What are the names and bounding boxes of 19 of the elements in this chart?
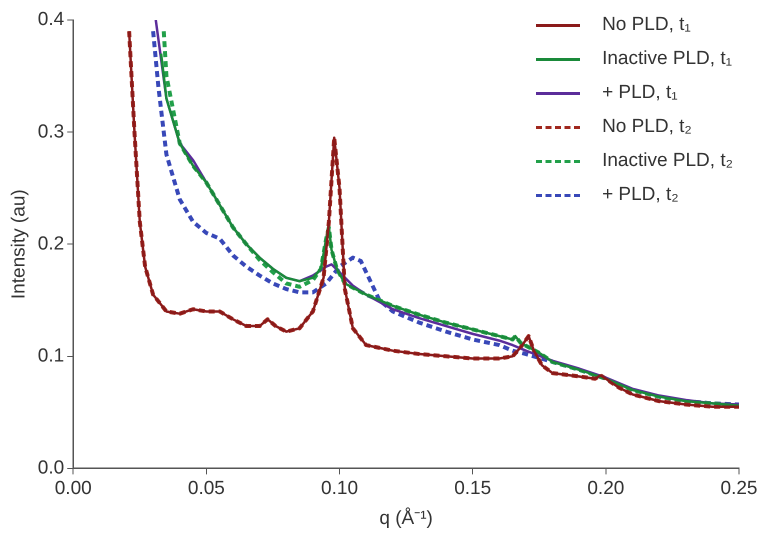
x-tick-label: 0.15 [454, 478, 492, 500]
legend-label: No PLD, t₂ [602, 116, 692, 138]
x-tick-label: 0.20 [587, 478, 624, 500]
y-tick-label: 0.1 [38, 346, 64, 367]
y-tick-label: 0.0 [38, 458, 64, 479]
x-tick-label: 0.25 [720, 478, 758, 500]
x-tick-label: 0.10 [321, 478, 358, 500]
y-tick-label: 0.4 [38, 9, 65, 30]
y-tick-label: 0.2 [38, 233, 64, 254]
legend-label: Inactive PLD, t₁ [602, 48, 732, 70]
x-axis-title: q (Å⁻¹) [379, 506, 433, 529]
y-tick-label: 0.3 [38, 121, 64, 142]
legend-label: + PLD, t₂ [602, 184, 679, 206]
y-axis-title: Intensity (au) [8, 189, 30, 300]
legend-label: No PLD, t₁ [602, 14, 691, 36]
x-tick-label: 0.05 [188, 478, 225, 500]
x-tick-label: 0.00 [54, 478, 92, 500]
legend-label: Inactive PLD, t₂ [602, 150, 733, 172]
legend-label: + PLD, t₁ [602, 82, 678, 104]
